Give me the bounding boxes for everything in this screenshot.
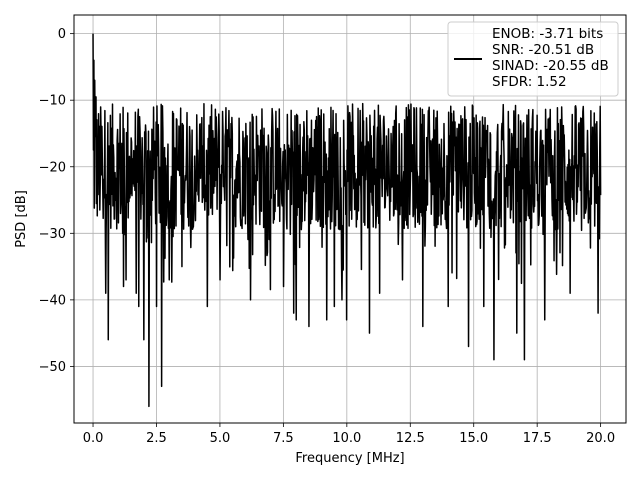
- legend-text-snr: SNR: -20.51 dB: [492, 42, 594, 58]
- x-tick-label: 10.0: [332, 431, 361, 446]
- y-tick-label: 0: [58, 27, 66, 42]
- plot-frame: [73, 14, 627, 424]
- y-tick-label: −30: [39, 227, 66, 242]
- x-axis-label: Frequency [MHz]: [295, 451, 404, 466]
- y-tick-label: −20: [39, 160, 66, 175]
- legend-text-sfdr: SFDR: 1.52: [492, 74, 567, 90]
- legend: ENOB: -3.71 bits SNR: -20.51 dB SINAD: -…: [447, 21, 619, 97]
- x-tick-label: 7.5: [273, 431, 294, 446]
- legend-text-sinad: SINAD: -20.55 dB: [492, 58, 609, 74]
- y-axis-label: PSD [dB]: [14, 190, 29, 248]
- x-tick-label: 2.5: [146, 431, 167, 446]
- x-tick-label: 12.5: [396, 431, 425, 446]
- legend-box: [447, 21, 619, 97]
- x-tick-label: 20.0: [586, 431, 615, 446]
- y-tick-label: −50: [39, 360, 66, 375]
- y-tick-label: −10: [39, 94, 66, 109]
- x-tick-label: 5.0: [210, 431, 231, 446]
- x-tick-label: 15.0: [459, 431, 488, 446]
- y-tick-label: −40: [39, 293, 66, 308]
- x-tick-label: 0.0: [83, 431, 104, 446]
- series-layer: [92, 33, 602, 408]
- x-tick-label: 17.5: [523, 431, 552, 446]
- legend-text-enob: ENOB: -3.71 bits: [492, 26, 603, 42]
- ticks: 0.0 2.5 5.0 7.5 10.0 12.5 15.0 17.5 20.0 0 −10 −20 −…: [39, 27, 616, 446]
- series-line-psd: [92, 33, 602, 408]
